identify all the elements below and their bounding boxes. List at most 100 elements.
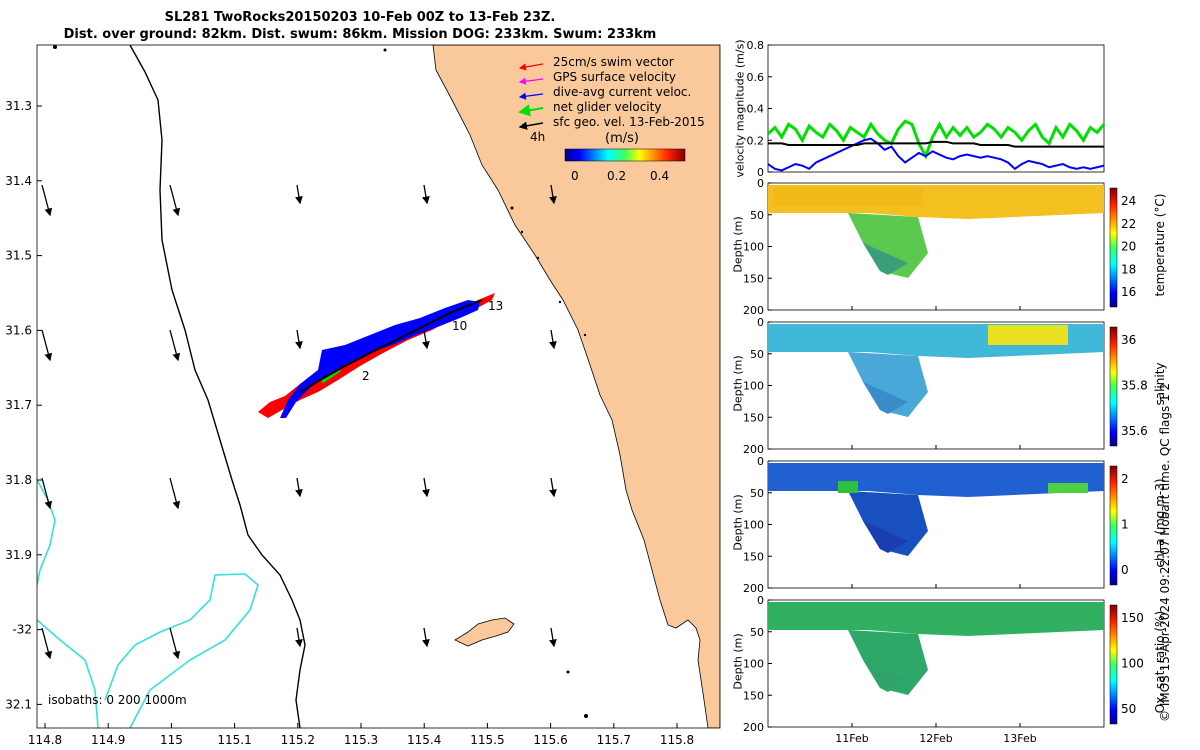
figure-title-line-2: Dist. over ground: 82km. Dist. swum: 86k… (63, 27, 657, 42)
section-colorbar-tick: 36 (1121, 333, 1136, 347)
geo-arrow (169, 329, 181, 362)
section-xtick-label: 11Feb (835, 732, 868, 745)
colorbar-unit: (m/s) (605, 131, 639, 146)
section-ytick-label: 0 (757, 455, 764, 468)
lon-tick-label: 115.6 (533, 733, 567, 747)
section-ytick-label: 200 (743, 304, 764, 317)
isobath-1000m (37, 479, 56, 586)
section-surface-layer (768, 602, 1104, 636)
lon-tick-label: 115.4 (407, 733, 441, 747)
figure-title-line-1: SL281 TwoRocks20150203 10-Feb 00Z to 13-… (164, 10, 556, 25)
map-frame (36, 44, 721, 729)
isobath-label: isobaths: 0 200 1000m (48, 693, 187, 707)
side-caption: © IMOS 15-Apr-2024 09:22:07 Hobart time.… (1158, 382, 1172, 722)
geo-arrow (295, 477, 303, 498)
geo-arrow (295, 184, 303, 205)
geo-arrow (41, 477, 53, 510)
vel-ytick-label: 0.2 (747, 134, 765, 147)
velocity-panel: 0 0.2 0.4 0.6 0.8 (747, 39, 1106, 179)
section-warm-patch (773, 188, 923, 206)
section-ytick-label: 0 (757, 594, 764, 607)
track-label-13: 13 (488, 299, 503, 313)
geo-arrow (549, 477, 557, 498)
geo-arrow (41, 627, 53, 660)
section-trough-core (863, 521, 908, 553)
velocity-ylabel: velocity magnitude (m/s) (733, 39, 747, 178)
section-ytick-label: 50 (750, 487, 764, 500)
section-colorbar-tick: 2 (1121, 472, 1129, 486)
section-colorbar-tick: 24 (1121, 194, 1136, 208)
section-colorbar (1109, 326, 1118, 447)
geo-arrow (422, 329, 430, 350)
section-ylabel: Depth (m) (731, 633, 745, 690)
lat-tick-label: 31.3 (5, 99, 32, 113)
section-trough-core (863, 382, 908, 414)
section-trough (848, 352, 928, 417)
section-colorbar (1109, 187, 1118, 308)
lat-tick-label: 31.9 (5, 548, 32, 562)
velocity-series-2 (768, 140, 1104, 148)
section-trough-core (863, 243, 908, 275)
geo-arrow (295, 627, 303, 648)
section-ytick-label: 50 (750, 626, 764, 639)
legend-sfc-geo: sfc geo. vel. 13-Feb-2015 (553, 115, 705, 129)
section-ytick-label: 150 (743, 550, 764, 563)
legend-dive-avg-current: dive-avg current veloc. (553, 85, 691, 99)
colorbar-label: temperature (°C) (1153, 193, 1167, 297)
section-xtick-label: 13Feb (1003, 732, 1036, 745)
lat-tick-label: 32.1 (5, 697, 32, 711)
lon-tick-label: 115.3 (344, 733, 378, 747)
glider-track (299, 299, 483, 393)
section-colorbar-tick: 100 (1121, 657, 1144, 671)
geo-arrow (549, 184, 557, 205)
vel-ytick-label: 0 (757, 166, 764, 179)
section-ytick-label: 200 (743, 582, 764, 595)
section-ytick-label: 200 (743, 443, 764, 456)
section-ytick-label: 150 (743, 272, 764, 285)
section-ytick-label: 50 (750, 209, 764, 222)
velocity-series-0 (766, 119, 1106, 160)
geo-arrow (169, 184, 181, 217)
section-ytick-label: 100 (743, 380, 764, 393)
colorbar-tick-1: 0.2 (607, 169, 626, 183)
section-chl-patch (838, 481, 858, 493)
section-panels: 05010015020024222018160501001502003635.8… (743, 177, 1148, 745)
section-colorbar-tick: 0 (1121, 563, 1129, 577)
net-velocity-marks (321, 368, 341, 384)
section-ylabel: Depth (m) (731, 216, 745, 273)
lon-tick-label: 114.9 (91, 733, 125, 747)
lat-tick-label: -32 (12, 623, 32, 637)
land-area (432, 45, 720, 728)
section-ytick-label: 50 (750, 348, 764, 361)
geo-arrow (41, 329, 53, 362)
section-ytick-label: 100 (743, 658, 764, 671)
section-ytick-label: 0 (757, 177, 764, 190)
geo-arrow (41, 184, 53, 217)
lon-tick-label: 115 (160, 733, 183, 747)
section-colorbar-tick: 22 (1121, 217, 1136, 231)
lat-tick-label: 31.8 (5, 473, 32, 487)
legend-gps-velocity: GPS surface velocity (553, 70, 676, 84)
map-lon-ticks: 114.8 114.9 115 115.1 115.2 115.3 115.4 115.5 11… (28, 723, 694, 747)
section-colorbar-tick: 1 (1121, 518, 1129, 532)
section-colorbar-tick: 35.8 (1121, 379, 1148, 393)
legend-net-glider: net glider velocity (553, 100, 661, 114)
lat-tick-label: 31.4 (5, 174, 32, 188)
geo-arrow (422, 184, 430, 205)
current-vectors (280, 300, 480, 418)
time-label: 4h (530, 130, 545, 144)
section-trough-core (863, 660, 908, 692)
track-label-10: 10 (452, 319, 467, 333)
section-trough (848, 630, 928, 695)
section-colorbar-tick: 18 (1121, 262, 1136, 276)
isobath-1000m-loop (37, 573, 259, 728)
section-panel-2: 0 50 100 150 200 36 35.8 35.6 (743, 316, 1148, 456)
track-label-2: 2 (362, 369, 370, 383)
section-colorbar (1109, 465, 1118, 586)
section-panel-3: 0 50 100 150 200 2 1 0 (743, 455, 1129, 595)
island (454, 617, 515, 647)
section-salty-patch (988, 325, 1068, 345)
lon-tick-label: 115.1 (217, 733, 251, 747)
colorbar-tick-0: 0 (571, 169, 579, 183)
